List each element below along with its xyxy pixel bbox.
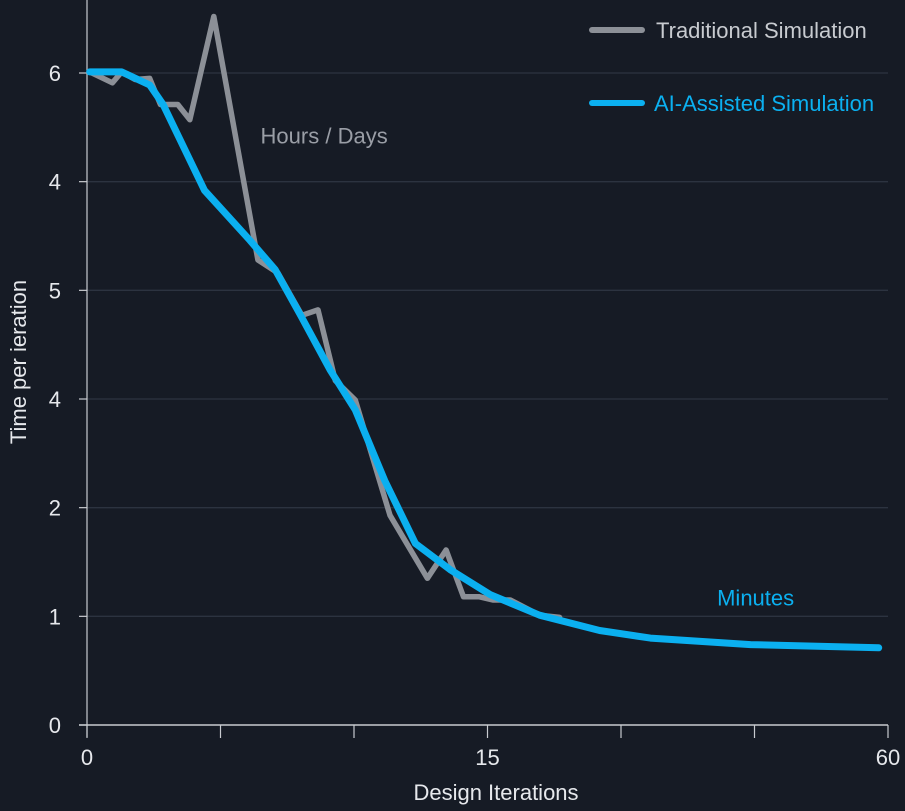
legend: Traditional Simulation AI-Assisted Simul… bbox=[589, 18, 874, 116]
y-tick-label: 4 bbox=[49, 387, 61, 412]
x-tick-label: 15 bbox=[475, 745, 499, 770]
series-line-ai-assisted bbox=[86, 68, 883, 652]
y-tick-label: 5 bbox=[49, 278, 61, 303]
annotation-hours-days: Hours / Days bbox=[261, 124, 388, 149]
y-tick-label: 0 bbox=[49, 713, 61, 738]
x-tick-label: 60 bbox=[876, 745, 900, 770]
y-tick-label: 2 bbox=[49, 496, 61, 521]
x-tick-label: 0 bbox=[81, 745, 93, 770]
gridlines bbox=[87, 72, 888, 617]
y-axis-label: Time per ieration bbox=[6, 280, 31, 444]
legend-label-ai: AI-Assisted Simulation bbox=[654, 91, 874, 116]
annotation-minutes: Minutes bbox=[717, 585, 794, 610]
series-line-traditional bbox=[86, 13, 563, 621]
legend-label-traditional: Traditional Simulation bbox=[656, 18, 867, 43]
y-tick-label: 1 bbox=[49, 604, 61, 629]
y-tick-label: 6 bbox=[49, 61, 61, 86]
y-tick-label: 4 bbox=[49, 170, 61, 195]
series-lines bbox=[86, 13, 883, 652]
x-axis-label: Design Iterations bbox=[413, 780, 578, 805]
